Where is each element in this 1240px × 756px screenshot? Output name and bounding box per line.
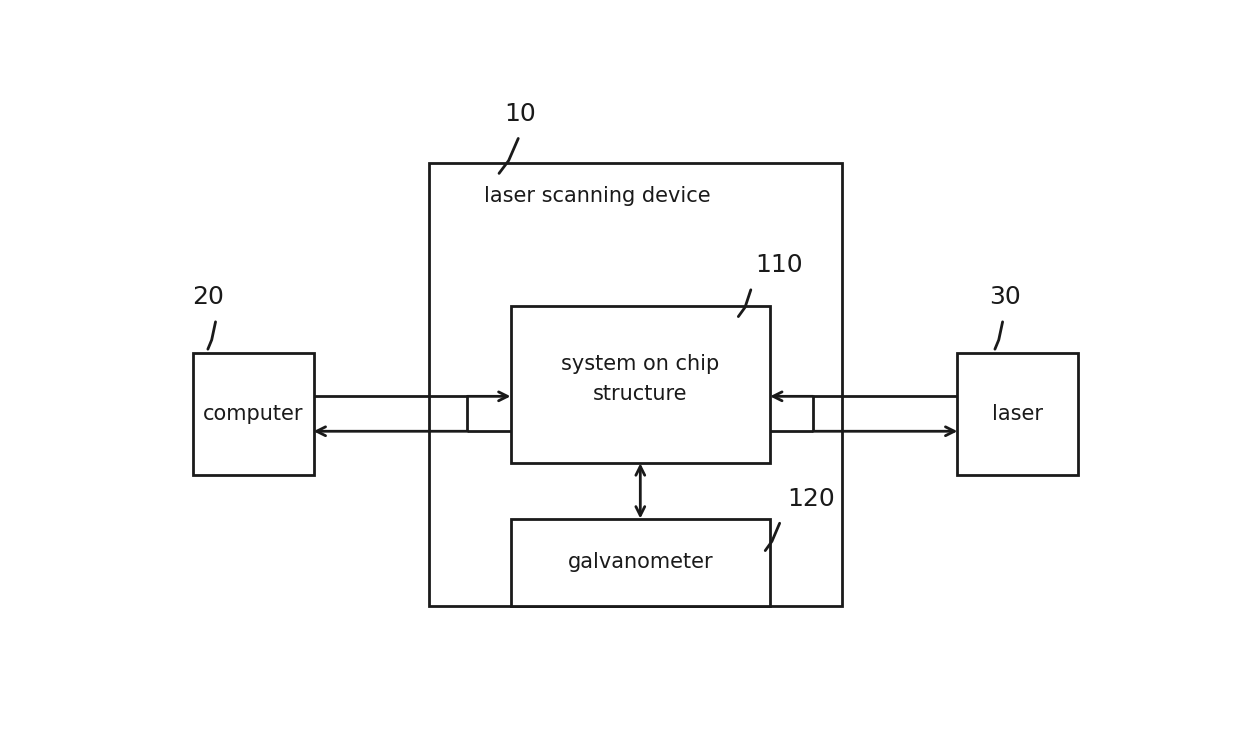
Text: 110: 110 xyxy=(755,253,804,277)
Text: 20: 20 xyxy=(192,285,223,309)
Text: system on chip
structure: system on chip structure xyxy=(562,354,719,404)
FancyBboxPatch shape xyxy=(193,352,314,475)
FancyBboxPatch shape xyxy=(957,352,1078,475)
FancyBboxPatch shape xyxy=(511,306,770,463)
Text: laser scanning device: laser scanning device xyxy=(484,185,711,206)
Text: computer: computer xyxy=(203,404,304,424)
Text: laser: laser xyxy=(992,404,1043,424)
Text: 120: 120 xyxy=(787,487,835,511)
Text: 30: 30 xyxy=(990,285,1022,309)
Text: galvanometer: galvanometer xyxy=(568,552,713,572)
Text: 10: 10 xyxy=(505,101,536,125)
FancyBboxPatch shape xyxy=(511,519,770,606)
FancyBboxPatch shape xyxy=(429,163,842,606)
